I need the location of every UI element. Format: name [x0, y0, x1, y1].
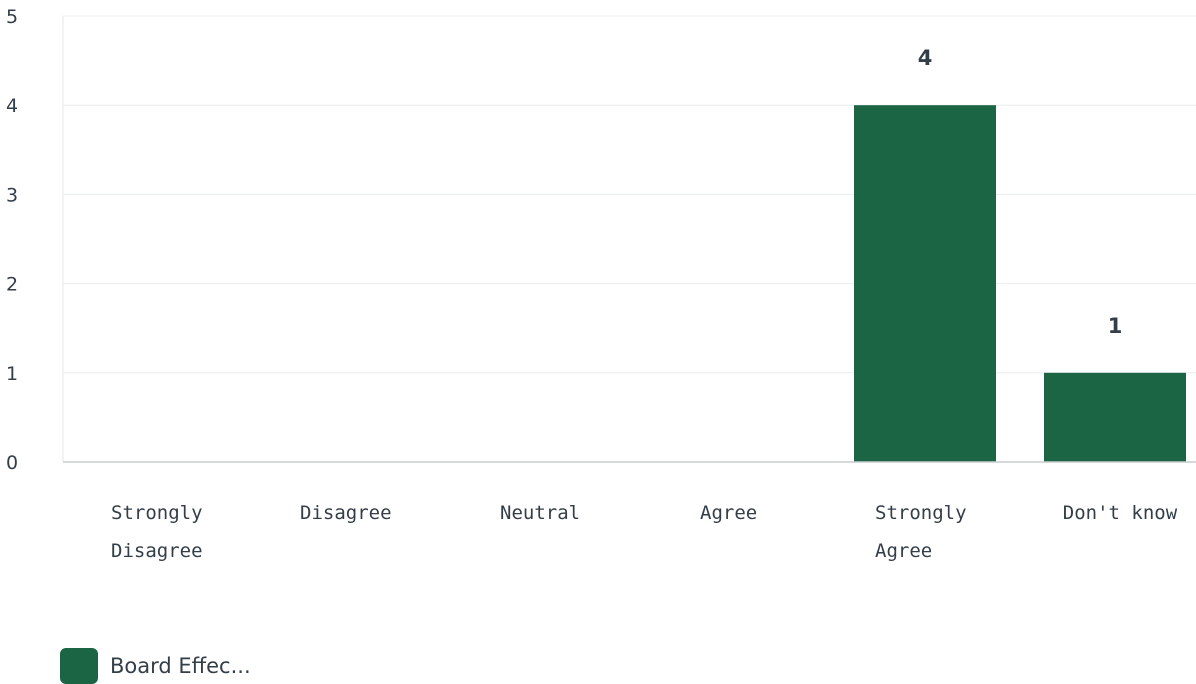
x-tick-label: Neutral	[500, 502, 580, 524]
y-tick-label: 5	[6, 6, 18, 28]
bars	[854, 105, 1186, 462]
data-label: 1	[1108, 314, 1123, 338]
y-tick-label: 0	[6, 452, 18, 474]
y-tick-label: 3	[6, 184, 18, 206]
y-tick-label: 4	[6, 95, 18, 117]
x-tick-label: Strongly Agree	[875, 502, 967, 562]
y-tick-label: 2	[6, 274, 18, 296]
data-labels: 41	[918, 46, 1123, 338]
x-tick-label: Don't know	[1063, 502, 1178, 524]
y-tick-label: 1	[6, 363, 18, 385]
x-axis-ticks: Strongly Disagree Disagree Neutral Agree Stro…	[111, 502, 1178, 562]
legend-swatch	[60, 648, 98, 684]
x-tick-label: Strongly Disagree	[111, 502, 203, 562]
bar	[1044, 372, 1186, 462]
x-tick-label: Disagree	[300, 502, 392, 524]
legend: Board Effec...	[60, 648, 251, 684]
legend-label: Board Effec...	[110, 654, 251, 678]
gridlines	[63, 15, 1196, 374]
bar	[854, 105, 996, 462]
data-label: 4	[918, 46, 933, 70]
x-tick-label: Agree	[700, 502, 757, 524]
y-axis-ticks: 0 1 2 3 4 5	[6, 6, 18, 474]
